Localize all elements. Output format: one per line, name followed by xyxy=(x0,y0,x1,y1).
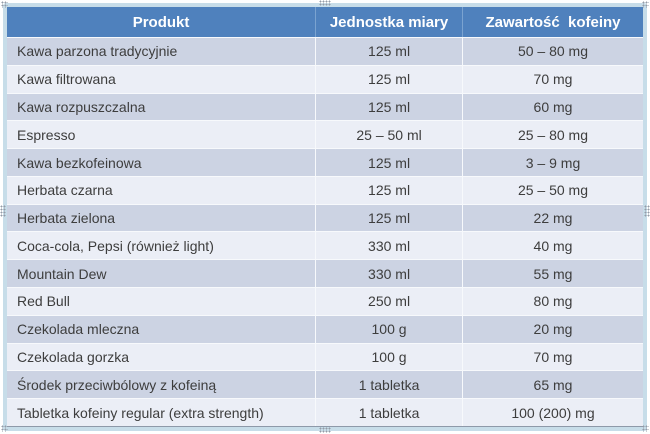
caffeine-cell[interactable]: 40 mg xyxy=(463,232,643,260)
unit-cell[interactable]: 125 ml xyxy=(316,204,463,232)
table-row: Herbata zielona 125 ml 22 mg xyxy=(7,203,643,232)
unit-cell[interactable]: 125 ml xyxy=(316,93,463,121)
unit-cell[interactable]: 250 ml xyxy=(316,288,463,315)
resize-handle-top-left[interactable] xyxy=(1,1,8,8)
header-cell-unit[interactable]: Jednostka miary xyxy=(316,7,463,37)
table-row: Herbata czarna 125 ml 25 – 50 mg xyxy=(7,175,643,204)
table-row: Mountain Dew 330 ml 55 mg xyxy=(7,259,643,288)
product-cell[interactable]: Kawa rozpuszczalna xyxy=(7,93,317,121)
caffeine-cell[interactable]: 70 mg xyxy=(463,343,643,371)
caffeine-cell[interactable]: 25 – 50 mg xyxy=(463,176,643,204)
resize-handle-top-center[interactable] xyxy=(319,0,331,6)
table-row: Czekolada mleczna 100 g 20 mg xyxy=(7,314,643,343)
unit-cell[interactable]: 100 g xyxy=(316,343,463,371)
caffeine-cell[interactable]: 70 mg xyxy=(463,65,643,93)
caffeine-table[interactable]: Produkt Jednostka miary Zawartość kofein… xyxy=(3,3,647,431)
table-grid: Produkt Jednostka miary Zawartość kofein… xyxy=(7,7,643,427)
product-cell[interactable]: Środek przeciwbólowy z kofeiną xyxy=(7,371,317,399)
resize-handle-middle-left[interactable] xyxy=(0,205,6,217)
table-row: Środek przeciwbólowy z kofeiną 1 tabletk… xyxy=(7,370,643,399)
resize-handle-bottom-right[interactable] xyxy=(642,425,649,432)
unit-cell[interactable]: 125 ml xyxy=(316,38,463,65)
caffeine-cell[interactable]: 3 – 9 mg xyxy=(463,149,643,176)
caffeine-cell[interactable]: 22 mg xyxy=(463,204,643,232)
product-cell[interactable]: Czekolada gorzka xyxy=(7,343,317,371)
table-body: Kawa parzona tradycyjnie 125 ml 50 – 80 … xyxy=(7,37,643,426)
resize-handle-bottom-center[interactable] xyxy=(319,427,331,433)
resize-handle-top-right[interactable] xyxy=(642,1,649,8)
caffeine-cell[interactable]: 25 – 80 mg xyxy=(463,121,643,149)
table-row: Kawa bezkofeinowa 125 ml 3 – 9 mg xyxy=(7,148,643,176)
unit-cell[interactable]: 125 ml xyxy=(316,149,463,176)
product-cell[interactable]: Herbata czarna xyxy=(7,176,317,204)
table-row: Espresso 25 – 50 ml 25 – 80 mg xyxy=(7,120,643,149)
table-row: Kawa rozpuszczalna 125 ml 60 mg xyxy=(7,92,643,121)
caffeine-cell[interactable]: 65 mg xyxy=(463,371,643,399)
product-cell[interactable]: Kawa filtrowana xyxy=(7,65,317,93)
unit-cell[interactable]: 1 tabletka xyxy=(316,399,463,426)
product-cell[interactable]: Espresso xyxy=(7,121,317,149)
table-header-row: Produkt Jednostka miary Zawartość kofein… xyxy=(7,7,643,37)
header-cell-caffeine[interactable]: Zawartość kofeiny xyxy=(485,13,621,31)
resize-handle-middle-right[interactable] xyxy=(644,205,650,217)
caffeine-cell[interactable]: 20 mg xyxy=(463,315,643,343)
product-cell[interactable]: Tabletka kofeiny regular (extra strength… xyxy=(7,399,317,426)
caffeine-cell[interactable]: 100 (200) mg xyxy=(463,399,643,426)
table-row: Kawa parzona tradycyjnie 125 ml 50 – 80 … xyxy=(7,37,643,65)
product-cell[interactable]: Herbata zielona xyxy=(7,204,317,232)
product-cell[interactable]: Coca-cola, Pepsi (również light) xyxy=(7,232,317,260)
unit-cell[interactable]: 330 ml xyxy=(316,232,463,260)
caffeine-cell[interactable]: 55 mg xyxy=(463,260,643,288)
caffeine-cell[interactable]: 80 mg xyxy=(463,288,643,315)
unit-cell[interactable]: 125 ml xyxy=(316,65,463,93)
table-row: Coca-cola, Pepsi (również light) 330 ml … xyxy=(7,231,643,260)
product-cell[interactable]: Mountain Dew xyxy=(7,260,317,288)
table-row: Tabletka kofeiny regular (extra strength… xyxy=(7,398,643,426)
product-cell[interactable]: Red Bull xyxy=(7,288,317,315)
caffeine-cell[interactable]: 60 mg xyxy=(463,93,643,121)
unit-cell[interactable]: 330 ml xyxy=(316,260,463,288)
header-cell-product[interactable]: Produkt xyxy=(7,7,317,37)
product-cell[interactable]: Kawa parzona tradycyjnie xyxy=(7,38,317,65)
unit-cell[interactable]: 25 – 50 ml xyxy=(316,121,463,149)
caffeine-cell[interactable]: 50 – 80 mg xyxy=(463,38,643,65)
unit-cell[interactable]: 100 g xyxy=(316,315,463,343)
table-row: Red Bull 250 ml 80 mg xyxy=(7,287,643,315)
table-row: Kawa filtrowana 125 ml 70 mg xyxy=(7,64,643,93)
unit-cell[interactable]: 125 ml xyxy=(316,176,463,204)
product-cell[interactable]: Kawa bezkofeinowa xyxy=(7,149,317,176)
unit-cell[interactable]: 1 tabletka xyxy=(316,371,463,399)
resize-handle-bottom-left[interactable] xyxy=(1,425,8,432)
product-cell[interactable]: Czekolada mleczna xyxy=(7,315,317,343)
table-row: Czekolada gorzka 100 g 70 mg xyxy=(7,342,643,371)
